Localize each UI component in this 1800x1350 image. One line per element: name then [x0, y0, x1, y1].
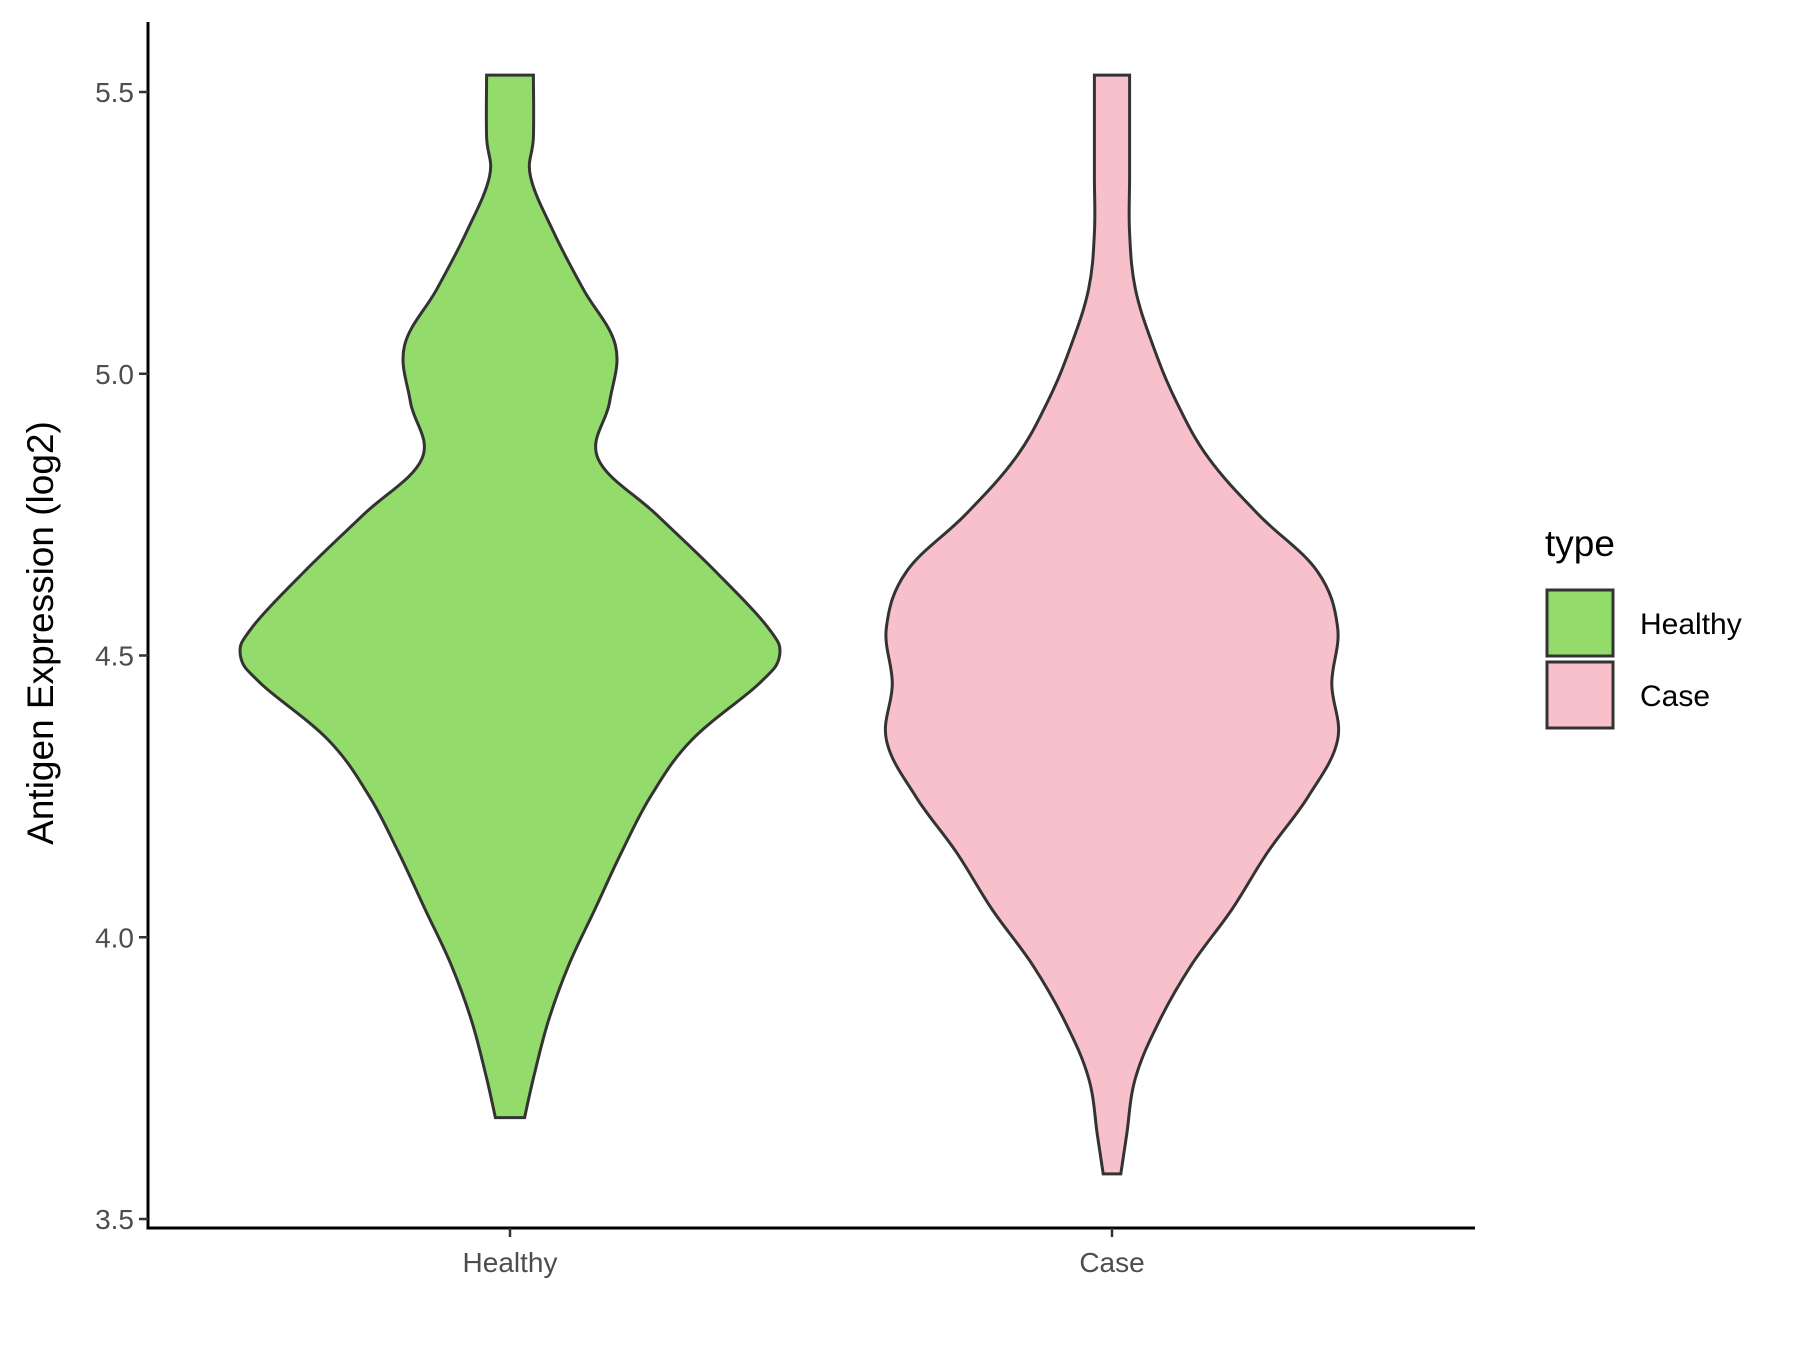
violin-healthy — [238, 73, 782, 1120]
legend: type Healthy Case — [1545, 523, 1742, 730]
violin-case — [883, 73, 1341, 1176]
y-tick-label: 3.5 — [95, 1204, 134, 1235]
x-tick-label: Healthy — [463, 1247, 558, 1278]
x-axis: Healthy Case — [146, 1226, 1475, 1278]
legend-label: Case — [1640, 680, 1710, 713]
legend-swatch — [1545, 588, 1615, 658]
x-tick-label: Case — [1079, 1247, 1144, 1278]
legend-swatch — [1545, 660, 1615, 730]
y-tick-label: 5.5 — [95, 77, 134, 108]
y-axis-title: Antigen Expression (log2) — [20, 421, 61, 845]
legend-title: type — [1545, 523, 1615, 564]
legend-label: Healthy — [1640, 608, 1742, 641]
y-axis: 3.5 4.0 4.5 5.0 5.5 — [95, 22, 150, 1235]
y-tick-label: 4.5 — [95, 641, 134, 672]
y-tick-label: 4.0 — [95, 922, 134, 953]
violin-layer — [238, 73, 1341, 1176]
y-tick-label: 5.0 — [95, 359, 134, 390]
